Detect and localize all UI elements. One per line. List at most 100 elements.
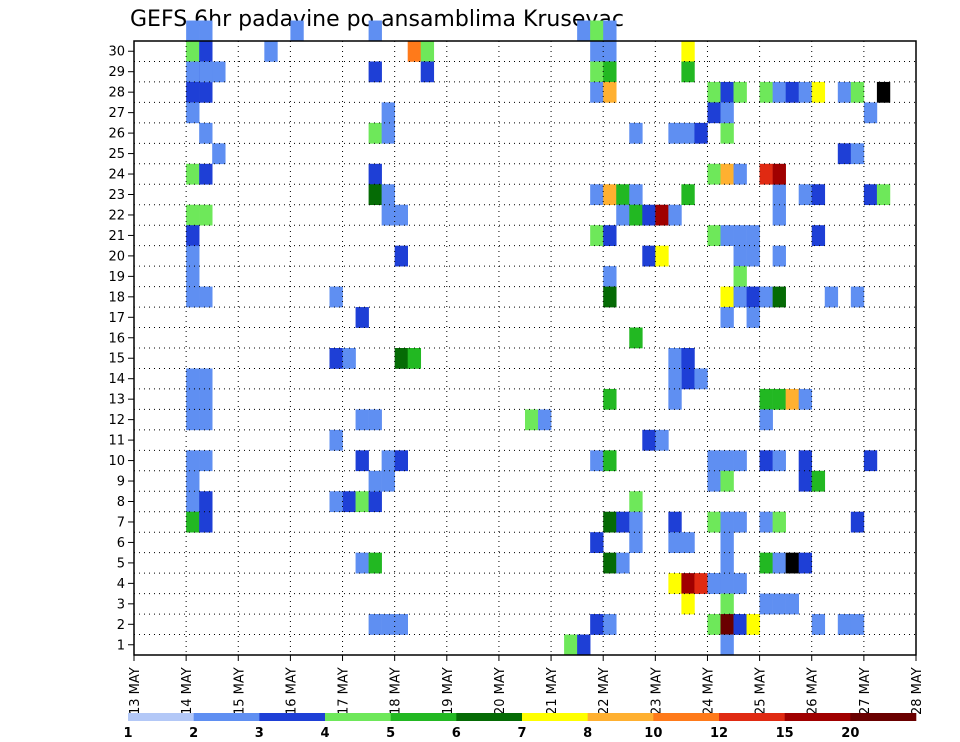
heatmap-cell	[329, 348, 343, 369]
heatmap-cell	[186, 266, 200, 287]
heatmap-cell	[798, 388, 813, 410]
heatmap-cell	[538, 409, 552, 431]
legend-swatch	[587, 713, 654, 721]
legend-tick-label: 10	[644, 726, 662, 741]
y-tick-label: 22	[108, 208, 125, 223]
heatmap-cell	[837, 614, 852, 635]
heatmap-cell	[603, 388, 617, 410]
heatmap-cell	[355, 450, 369, 472]
legend-tick-label: 15	[776, 726, 794, 741]
heatmap-cell	[525, 409, 539, 431]
heatmap-cell	[186, 61, 200, 83]
x-tick-label: 23 MAY	[649, 667, 664, 715]
x-tick-label: 15 MAY	[232, 667, 247, 715]
heatmap-cell	[186, 163, 200, 185]
heatmap-cell	[733, 511, 747, 533]
heatmap-cell	[733, 573, 747, 594]
heatmap-cell	[199, 368, 213, 390]
heatmap-cell	[759, 593, 773, 615]
heatmap-cell	[720, 614, 734, 635]
heatmap-cell	[381, 470, 395, 492]
heatmap-cell	[733, 163, 747, 185]
heatmap-cell	[368, 20, 382, 42]
heatmap-cell	[590, 61, 604, 83]
heatmap-cell	[342, 491, 356, 513]
heatmap-cell	[759, 286, 773, 308]
heatmap-cell	[733, 450, 747, 472]
heatmap-cell	[720, 307, 734, 328]
heatmap-cell	[616, 511, 630, 533]
heatmap-cell	[811, 614, 826, 635]
x-tick-label: 25 MAY	[754, 667, 769, 715]
heatmap-cell	[668, 532, 682, 553]
heatmap-cell	[681, 532, 695, 553]
heatmap-cell	[811, 184, 826, 206]
y-tick-label: 12	[108, 413, 125, 428]
heatmap-cell	[590, 81, 604, 103]
heatmap-cell	[681, 61, 695, 83]
y-tick-label: 5	[117, 556, 125, 571]
heatmap-cell	[785, 388, 799, 410]
heatmap-cell	[342, 348, 356, 369]
heatmap-cell	[720, 450, 734, 472]
heatmap-cell	[811, 81, 826, 103]
heatmap-cell	[199, 20, 213, 42]
heatmap-cell	[772, 204, 786, 226]
heatmap-cell	[394, 450, 408, 472]
heatmap-cell	[420, 61, 435, 83]
y-tick-label: 18	[108, 290, 125, 305]
x-axis: 13 MAY 14 MAY 15 MAY 16 MAY 17 MAY 18 MAY 19 M…	[128, 655, 925, 715]
heatmap-cell	[186, 245, 200, 267]
heatmap-cell	[720, 122, 734, 144]
heatmap-cell	[368, 491, 382, 513]
heatmap-cell	[407, 41, 422, 62]
x-tick-label: 22 MAY	[597, 667, 612, 715]
x-tick-label: 24 MAY	[702, 667, 717, 715]
y-tick-label: 29	[108, 65, 125, 80]
heatmap-cell	[381, 614, 395, 635]
y-tick-label: 21	[108, 229, 125, 244]
heatmap-cell	[720, 225, 734, 246]
y-tick-label: 3	[117, 597, 125, 612]
y-tick-label: 7	[117, 515, 125, 530]
heatmap-cell	[199, 491, 213, 513]
heatmap-cell	[603, 41, 617, 62]
legend-swatch	[850, 713, 917, 721]
y-tick-label: 25	[108, 147, 125, 162]
heatmap-cell	[629, 491, 643, 513]
heatmap-cell	[733, 614, 747, 635]
heatmap-cell	[707, 163, 721, 185]
y-tick-label: 1	[117, 638, 125, 653]
heatmap-cell	[733, 286, 747, 308]
heatmap-cell	[629, 327, 643, 349]
heatmap-cell	[707, 81, 721, 103]
legend-tick-label: 4	[320, 726, 329, 741]
heatmap-cell	[381, 184, 395, 206]
heatmap-cell	[720, 163, 734, 185]
heatmap-cell	[876, 184, 891, 206]
legend-tick-label: 7	[517, 726, 526, 741]
heatmap-cell	[186, 491, 200, 513]
heatmap-cell	[577, 634, 591, 656]
heatmap-cell	[772, 511, 786, 533]
heatmap-cell	[199, 511, 213, 533]
heatmap-cell	[681, 348, 695, 369]
heatmap-cell	[759, 388, 773, 410]
heatmap-cell	[264, 41, 278, 62]
heatmap-cell	[212, 143, 226, 165]
heatmap-cell	[199, 204, 213, 226]
y-tick-label: 30	[108, 45, 125, 60]
heatmap-cell	[355, 552, 369, 574]
heatmap-cell	[720, 286, 734, 308]
legend-swatch	[259, 713, 326, 721]
legend-swatch	[456, 713, 523, 721]
heatmap-cell	[772, 388, 786, 410]
heatmap-cell	[772, 450, 786, 472]
heatmap-cell	[420, 41, 435, 62]
heatmap-cell	[603, 81, 617, 103]
heatmap-cell	[603, 184, 617, 206]
heatmap-cell	[720, 81, 734, 103]
heatmap-cell	[681, 368, 695, 390]
y-tick-label: 24	[108, 168, 125, 183]
heatmap-cell	[733, 266, 747, 287]
